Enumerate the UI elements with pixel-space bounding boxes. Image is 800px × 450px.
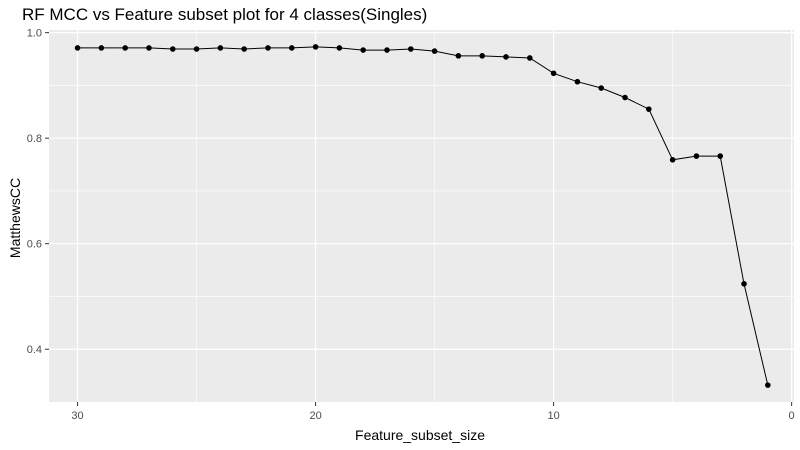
data-point xyxy=(360,47,366,53)
data-point xyxy=(98,45,105,51)
data-point xyxy=(765,382,771,388)
data-point xyxy=(241,46,247,52)
data-point xyxy=(479,53,485,59)
axes: 30 20 10 0 0.4 0.6 0.8 1.0 xyxy=(27,28,795,422)
data-point xyxy=(146,45,152,51)
data-point xyxy=(646,106,652,112)
x-axis-title: Feature_subset_size xyxy=(355,427,485,443)
data-point xyxy=(193,46,200,52)
data-point xyxy=(526,55,533,61)
data-point xyxy=(455,53,462,59)
data-point xyxy=(550,70,557,77)
x-tick-label: 0 xyxy=(789,410,795,422)
y-tick-label: 0.6 xyxy=(27,239,42,251)
x-tick-label: 20 xyxy=(309,410,321,422)
chart-title: RF MCC vs Feature subset plot for 4 clas… xyxy=(22,5,428,24)
data-point xyxy=(265,45,271,51)
data-point xyxy=(622,94,628,101)
data-point xyxy=(407,46,414,52)
grid-lines xyxy=(49,30,794,402)
data-point xyxy=(574,78,581,85)
data-point xyxy=(693,153,700,159)
data-point xyxy=(312,44,319,50)
data-point xyxy=(598,85,605,91)
x-tick-label: 10 xyxy=(547,410,559,422)
data-point xyxy=(336,45,343,51)
data-point xyxy=(431,48,438,54)
y-axis-title: MatthewsCC xyxy=(7,178,23,258)
data-point xyxy=(74,45,81,51)
y-tick-label: 0.4 xyxy=(27,344,42,356)
y-tick-label: 0.8 xyxy=(27,133,42,145)
data-point xyxy=(122,45,128,51)
plot-panel xyxy=(49,30,794,402)
data-point xyxy=(503,54,509,60)
series-line xyxy=(77,46,769,386)
data-point xyxy=(288,45,295,51)
data-point xyxy=(169,46,176,52)
data-points xyxy=(74,44,771,388)
y-tick-label: 1.0 xyxy=(27,28,42,40)
data-point xyxy=(669,157,676,163)
data-point xyxy=(217,45,224,51)
x-tick-label: 30 xyxy=(71,410,83,422)
data-point xyxy=(717,153,724,159)
data-point xyxy=(741,281,747,287)
data-point xyxy=(384,47,390,53)
